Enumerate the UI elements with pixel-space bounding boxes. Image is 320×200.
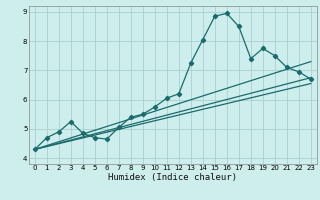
X-axis label: Humidex (Indice chaleur): Humidex (Indice chaleur) (108, 173, 237, 182)
